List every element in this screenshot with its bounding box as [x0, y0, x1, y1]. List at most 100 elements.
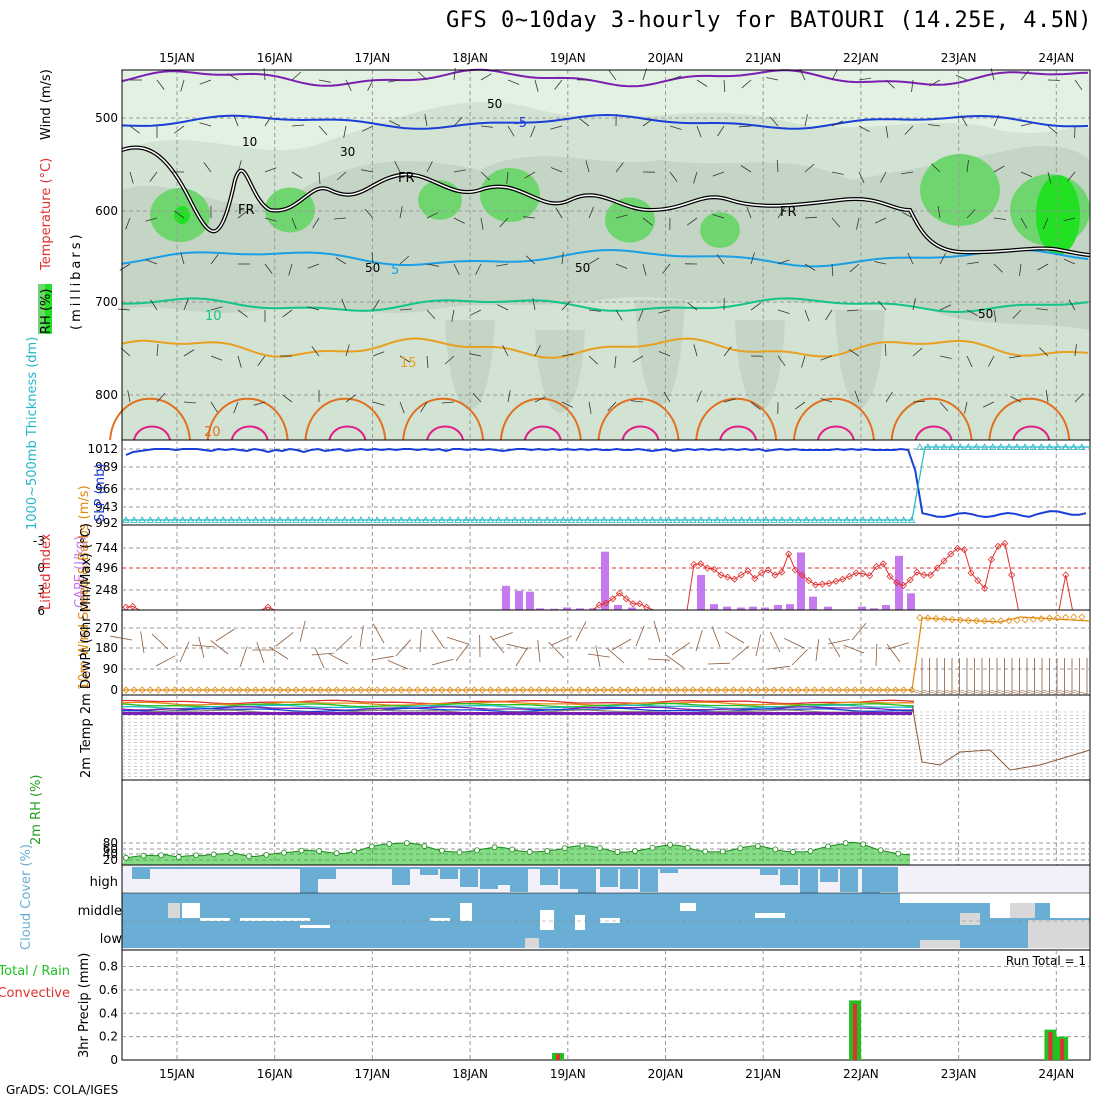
wind10m-barb — [695, 629, 703, 652]
li-marker — [886, 572, 894, 580]
wind-barb — [804, 163, 815, 173]
wind-barb — [530, 125, 536, 138]
rh2m-marker — [509, 846, 516, 853]
precip-axis-label: 3hr Precip (mm) — [77, 953, 92, 1058]
wind-barb — [554, 79, 563, 90]
y-tick-label: 943 — [95, 500, 118, 514]
li-marker — [730, 575, 739, 583]
bottom-date-label: 22JAN — [843, 1067, 879, 1081]
wind10m-barb — [431, 658, 454, 666]
cape-bar — [737, 607, 745, 610]
rh2m-marker — [351, 848, 358, 855]
li-marker — [129, 602, 137, 611]
li-marker — [690, 560, 698, 569]
thickness-marker — [494, 516, 503, 523]
cape-bar — [786, 604, 794, 610]
wind10m-marker — [527, 686, 535, 694]
cloud-gap — [430, 918, 450, 921]
contour-label-10: 10 — [205, 309, 222, 324]
wind-barb — [145, 259, 158, 265]
wind10m-marker — [179, 686, 187, 694]
bottom-date-label: 21JAN — [745, 1067, 781, 1081]
cape-bar — [515, 590, 523, 610]
li-marker — [1001, 539, 1009, 548]
wind10m-barb — [1057, 689, 1073, 695]
wind-barb — [615, 162, 624, 173]
rh-label-30: 30 — [340, 145, 355, 159]
wind10m-barb — [671, 642, 691, 656]
temp2m-band — [122, 712, 912, 715]
rh2m-marker — [403, 840, 410, 846]
cloud-high-bar — [800, 867, 818, 893]
wind10m-barb — [335, 635, 353, 652]
rh-band-50 — [835, 310, 885, 408]
wind-barb — [426, 309, 436, 320]
wind-barb — [399, 206, 403, 219]
rh-band-50 — [635, 300, 685, 405]
cape-bar — [797, 552, 805, 610]
wind10m-barb — [595, 645, 601, 668]
wind10m-marker — [1037, 615, 1045, 623]
temp2m-line — [121, 706, 915, 711]
wind10m-barb — [269, 646, 289, 660]
wind10m-marker — [932, 615, 940, 623]
wind-barb — [333, 217, 347, 220]
wind-barb — [723, 346, 732, 357]
wind10m-barb — [1027, 689, 1043, 695]
rh2m-marker — [790, 849, 796, 855]
wind10m-marker — [924, 614, 932, 622]
wind10m-marker — [705, 686, 713, 694]
thickness-marker — [519, 516, 527, 523]
wind-barb — [854, 390, 860, 403]
li-marker — [812, 581, 820, 589]
rh-band-90 — [1036, 175, 1080, 255]
thickness-marker — [721, 516, 730, 523]
wind-barb — [264, 263, 273, 274]
thickness-marker — [616, 516, 624, 523]
wind10m-barb — [551, 635, 573, 646]
wind10m-marker — [681, 686, 689, 694]
wind10m-marker — [802, 686, 810, 694]
upper-air-panel: 500 600 700 800 -5 5 10 15 20 FR FR FR 10 3… — [38, 67, 1091, 441]
wind-barb — [1012, 309, 1022, 319]
thickness-marker — [956, 443, 964, 450]
wind-barb — [1010, 396, 1022, 403]
wind10m-marker — [349, 686, 357, 694]
top-date-axis: 15JAN 16JAN 17JAN 18JAN 19JAN 20JAN 21JAN 22JAN… — [159, 51, 1074, 65]
wind-barb — [669, 171, 678, 182]
li-marker — [737, 571, 745, 579]
cloud-high-bar — [760, 867, 778, 875]
thickness-marker — [203, 516, 211, 523]
wind-barb — [497, 304, 509, 311]
wind10m-barb — [952, 689, 968, 695]
wind-barb — [960, 115, 968, 127]
wind-barb — [907, 252, 914, 265]
wind10m-marker — [843, 686, 851, 694]
y-tick-label: 270 — [95, 621, 118, 635]
wind-barb — [820, 355, 833, 361]
cloud-high-bar — [510, 867, 528, 892]
li-tick-label: 6 — [37, 604, 45, 618]
thickness-marker — [794, 516, 802, 523]
top-date-label: 23JAN — [941, 51, 977, 65]
wind10m-marker — [721, 686, 729, 694]
cape-bar — [697, 575, 705, 610]
wind-barb — [264, 167, 277, 173]
rh2m-marker — [491, 844, 498, 851]
bottom-date-label: 15JAN — [159, 1067, 195, 1081]
wind10m-marker — [478, 686, 486, 694]
wind-barb — [372, 351, 385, 357]
wind10m-barb — [506, 643, 529, 650]
thickness-marker — [527, 516, 535, 523]
rh2m-marker — [298, 847, 305, 854]
wind-barb — [282, 394, 293, 403]
rh2m-marker — [877, 847, 884, 854]
cloud-gap — [300, 925, 330, 928]
wind10m-marker — [786, 686, 794, 694]
cloud-high-bar — [132, 867, 150, 879]
thickness-marker — [600, 516, 608, 523]
thickness-marker — [324, 516, 333, 523]
thickness-marker — [332, 516, 341, 523]
wind-barb — [631, 400, 644, 403]
wind10m-barb — [275, 632, 294, 647]
